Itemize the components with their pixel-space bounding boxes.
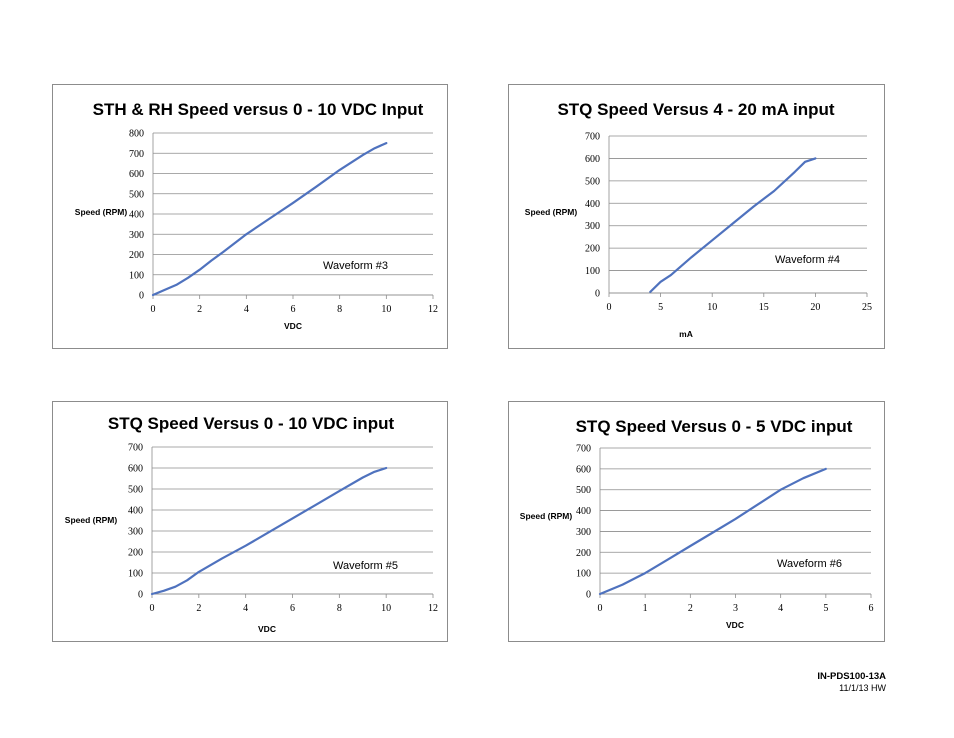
chart-waveform-4-svg: STQ Speed Versus 4 - 20 mA input01002003… — [525, 100, 872, 339]
document-footer: IN-PDS100-13A 11/1/13 HW — [817, 671, 886, 694]
chart-4-ytick-6: 600 — [576, 464, 591, 475]
chart-4-xlabel: VDC — [726, 620, 744, 630]
chart-1-ytick-5: 500 — [129, 189, 144, 200]
chart-waveform-6: STQ Speed Versus 0 - 5 VDC input 0 100 200 3… — [508, 401, 885, 642]
chart-4-xtick-6: 6 — [869, 603, 874, 614]
chart-3-xtick-0: 0 — [150, 603, 155, 614]
chart-2-xtick-2: 10 — [707, 302, 717, 313]
chart-3-ytick-4: 400 — [128, 506, 143, 517]
chart-2-ytick-4: 400 — [585, 199, 600, 210]
chart-3-ytick-6: 600 — [128, 464, 143, 475]
chart-1-ytick-8: 800 — [129, 129, 144, 140]
chart-4-xtick-0: 0 — [598, 603, 603, 614]
document-id: IN-PDS100-13A — [817, 671, 886, 682]
chart-1-xtick-5: 10 — [381, 304, 391, 315]
chart-1-ytick-7: 700 — [129, 149, 144, 160]
chart-3-xtick-3: 6 — [290, 603, 295, 614]
chart-2-title: STQ Speed Versus 4 - 20 mA input — [557, 100, 834, 119]
chart-4-ytick-0: 0 — [586, 590, 591, 601]
chart-1-title: STH & RH Speed versus 0 - 10 VDC Input — [93, 100, 424, 119]
chart-3-xtick-4: 8 — [337, 603, 342, 614]
chart-4-xtick-2: 2 — [688, 603, 693, 614]
chart-4-ylabel: Speed (RPM) — [520, 511, 573, 521]
chart-2-xtick-0: 0 — [607, 302, 612, 313]
chart-2-ytick-5: 500 — [585, 176, 600, 187]
chart-2-ytick-7: 700 — [585, 132, 600, 143]
chart-4-xtick-3: 3 — [733, 603, 738, 614]
chart-4-annotation: Waveform #6 — [777, 558, 842, 570]
chart-1-ytick-2: 200 — [129, 250, 144, 261]
chart-1-ytick-6: 600 — [129, 169, 144, 180]
chart-3-title: STQ Speed Versus 0 - 10 VDC input — [108, 414, 395, 433]
chart-3-xtick-2: 4 — [243, 603, 248, 614]
chart-4-xtick-4: 4 — [778, 603, 783, 614]
chart-2-xtick-3: 15 — [759, 302, 769, 313]
chart-3-ytick-2: 200 — [128, 548, 143, 559]
chart-1-xtick-1: 2 — [197, 304, 202, 315]
chart-waveform-4: STQ Speed Versus 4 - 20 mA input 0 100 200 3… — [508, 84, 885, 349]
chart-1-ytick-0: 0 — [139, 291, 144, 302]
chart-4-ytick-2: 200 — [576, 548, 591, 559]
chart-4-ytick-4: 400 — [576, 506, 591, 517]
chart-3-ylabel: Speed (RPM) — [65, 515, 118, 525]
chart-2-series-line-0 — [649, 157, 817, 293]
chart-2-ytick-2: 200 — [585, 244, 600, 255]
chart-1-ytick-4: 400 — [129, 210, 144, 221]
chart-1-xtick-4: 8 — [337, 304, 342, 315]
chart-3-ytick-1: 100 — [128, 569, 143, 580]
chart-4-ytick-3: 300 — [576, 527, 591, 538]
chart-2-ylabel: Speed (RPM) — [525, 207, 578, 217]
chart-4-xtick-5: 5 — [823, 603, 828, 614]
chart-3-xlabel: VDC — [258, 624, 276, 634]
chart-3-xtick-5: 10 — [381, 603, 391, 614]
chart-2-ytick-3: 300 — [585, 221, 600, 232]
chart-4-xtick-1: 1 — [643, 603, 648, 614]
chart-3-ytick-5: 500 — [128, 485, 143, 496]
chart-3-ytick-7: 700 — [128, 443, 143, 454]
chart-1-series-line-0 — [151, 141, 388, 297]
chart-3-xtick-1: 2 — [196, 603, 201, 614]
chart-1-xtick-0: 0 — [151, 304, 156, 315]
chart-4-ytick-1: 100 — [576, 569, 591, 580]
chart-2-ytick-0: 0 — [595, 289, 600, 300]
chart-1-xtick-3: 6 — [291, 304, 296, 315]
chart-4-ytick-7: 700 — [576, 444, 591, 455]
chart-1-ytick-1: 100 — [129, 270, 144, 281]
chart-3-series-line-0 — [150, 466, 388, 596]
chart-3-ytick-3: 300 — [128, 527, 143, 538]
chart-1-ylabel: Speed (RPM) — [75, 207, 128, 217]
chart-waveform-3: STH & RH Speed versus 0 - 10 VDC Input 0 1… — [52, 84, 448, 349]
chart-3-ytick-0: 0 — [138, 590, 143, 601]
chart-1-xtick-2: 4 — [244, 304, 249, 315]
chart-2-xtick-5: 25 — [862, 302, 872, 313]
chart-waveform-3-svg: STH & RH Speed versus 0 - 10 VDC Input 0 1… — [75, 100, 438, 331]
chart-1-annotation: Waveform #3 — [323, 260, 388, 272]
chart-2-xtick-4: 20 — [810, 302, 820, 313]
chart-2-ytick-1: 100 — [585, 266, 600, 277]
chart-4-series-line-0 — [598, 467, 827, 596]
chart-3-xtick-6: 12 — [428, 603, 438, 614]
chart-2-xlabel: mA — [679, 329, 693, 339]
chart-waveform-6-svg: STQ Speed Versus 0 - 5 VDC input 0 100 200 3… — [520, 417, 874, 630]
chart-1-xlabel: VDC — [284, 321, 302, 331]
chart-3-annotation: Waveform #5 — [333, 560, 398, 572]
chart-waveform-5: STQ Speed Versus 0 - 10 VDC input 0 100 200… — [52, 401, 448, 642]
chart-2-annotation: Waveform #4 — [775, 254, 840, 266]
chart-1-xtick-6: 12 — [428, 304, 438, 315]
document-date: 11/1/13 HW — [839, 683, 886, 693]
chart-2-ytick-6: 600 — [585, 154, 600, 165]
chart-4-title: STQ Speed Versus 0 - 5 VDC input — [576, 417, 853, 436]
chart-waveform-5-svg: STQ Speed Versus 0 - 10 VDC input0100200… — [65, 414, 438, 634]
chart-4-ytick-5: 500 — [576, 485, 591, 496]
chart-1-ytick-3: 300 — [129, 230, 144, 241]
chart-2-xtick-1: 5 — [658, 302, 663, 313]
